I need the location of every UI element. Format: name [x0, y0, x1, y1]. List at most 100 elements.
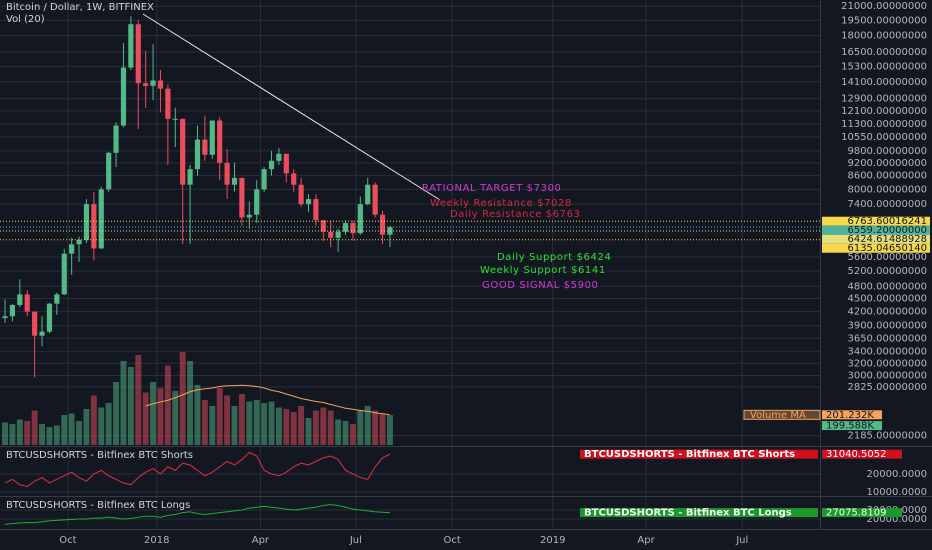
y-tick-label: 8600.00000000 [847, 171, 927, 182]
y-tick-label: 12100.00000000 [841, 106, 927, 117]
level-label: 6763.60016241 [847, 216, 927, 227]
longs-value-box [822, 508, 902, 518]
candle-body [357, 204, 363, 234]
volume-title: Vol (20) [6, 14, 45, 25]
overlay: Oct 2018 Apr Jul Oct 2019 Apr Jul 21000.00000000… [59, 1, 930, 546]
trend-line [142, 13, 441, 201]
candle-body [202, 139, 208, 155]
y-tick-label: 5200.00000000 [847, 266, 927, 277]
candle-body [91, 204, 97, 249]
volume-bar [261, 403, 268, 445]
volume-bar [83, 409, 90, 445]
y-tick-label: 3400.00000000 [847, 347, 927, 358]
candle-body [69, 244, 75, 254]
y-tick-label: 10000.0000 [867, 487, 927, 498]
volume-bar [320, 407, 327, 445]
volume-bar [298, 406, 305, 445]
candle-body [239, 177, 245, 218]
volume-bar [364, 406, 371, 445]
candle-body [313, 199, 319, 221]
candle-body [9, 304, 16, 317]
y-tick-label: 8000.00000000 [847, 184, 927, 195]
candle-body [135, 24, 141, 84]
volume-ma-box [743, 409, 821, 420]
volume-bar [305, 418, 312, 445]
volume-bar [39, 424, 46, 445]
shorts-value-label: 31040.5052 [826, 449, 886, 460]
candle-body [76, 239, 82, 245]
volume-bar [135, 355, 142, 445]
volume-bar [157, 388, 164, 445]
candle-body [217, 120, 223, 163]
y-tick-label: 3650.00000000 [847, 333, 927, 344]
volume-bar [179, 352, 186, 445]
candle-body [172, 118, 178, 120]
shorts-name-label: BTCUSDSHORTS - Bitfinex BTC Shorts [584, 449, 795, 460]
candle-body [261, 169, 267, 190]
volume-bar [172, 391, 179, 445]
volume-bar [216, 388, 223, 445]
x-tick-label: Apr [252, 535, 270, 546]
level-label: 6135.04650140 [847, 243, 927, 254]
longs-name-label: BTCUSDSHORTS - Bitfinex BTC Longs [584, 508, 792, 519]
candle-body [350, 223, 356, 234]
candle-body [379, 214, 386, 235]
candle-body [365, 184, 371, 205]
level-label: 6424.61488928 [847, 234, 927, 245]
candle-body [387, 227, 393, 235]
volume-bar [253, 400, 260, 445]
candle-body [17, 294, 23, 305]
candle-body [254, 189, 260, 215]
volume-bar [2, 422, 8, 445]
y-tick-label: 9800.00000000 [847, 146, 927, 157]
volume-bar [53, 425, 60, 445]
y-tick-label: 14100.00000000 [841, 77, 927, 88]
pane-title: BTCUSDSHORTS - Bitfinex BTC Shorts [6, 450, 193, 461]
candle-body [2, 316, 8, 319]
longs-name-box [580, 508, 818, 518]
candle-body [39, 331, 45, 336]
y-tick-label: 2185.00000000 [847, 431, 927, 442]
volume-bar [46, 427, 53, 445]
y-tick-label: 18000.00000000 [841, 30, 927, 41]
volume-bar [357, 410, 364, 445]
candle-body [32, 311, 38, 336]
y-tick-label: 9200.00000000 [847, 158, 927, 169]
candle-body [54, 294, 60, 304]
volume-bar [76, 421, 83, 445]
chart-title: Bitcoin / Dollar, 1W, BITFINEX [6, 2, 154, 13]
y-tick-label: 2825.00000000 [847, 382, 927, 393]
volume-bar [90, 395, 97, 445]
volume-label: 199.588K [826, 421, 874, 432]
level-label-box [822, 234, 930, 244]
volume-bar [61, 415, 68, 445]
volume-bar [268, 401, 275, 445]
volume-bar [187, 361, 194, 445]
candle-body [328, 231, 334, 238]
candle-body [209, 120, 215, 155]
volume-bar [68, 413, 75, 445]
y-tick-label: 4800.00000000 [847, 281, 927, 292]
level-label-box [822, 216, 930, 226]
volume-bar [290, 412, 297, 445]
volume-bar [283, 409, 290, 445]
shorts-name-box [580, 449, 818, 459]
volume-bar [349, 424, 356, 445]
candle-body [283, 153, 289, 174]
longs-value-label: 27075.8109 [826, 508, 886, 519]
y-tick-label: 16500.00000000 [841, 47, 927, 58]
y-tick-label: 20000.0000 [867, 514, 927, 525]
candle-body [143, 83, 149, 86]
candle-body [291, 173, 297, 185]
annotation: Daily Resistance $6763 [450, 209, 581, 220]
candle-body [83, 204, 90, 240]
candle-body [113, 125, 119, 153]
candle-body [98, 189, 104, 249]
grid [0, 0, 820, 530]
y-tick-label: 21000.00000000 [841, 1, 927, 12]
y-tick-label: 10550.00000000 [841, 132, 927, 143]
volume-bar [224, 395, 231, 445]
volume-bar [209, 406, 216, 445]
y-tick-label: 4500.00000000 [847, 294, 927, 305]
y-tick-label: 11300.00000000 [841, 119, 927, 130]
